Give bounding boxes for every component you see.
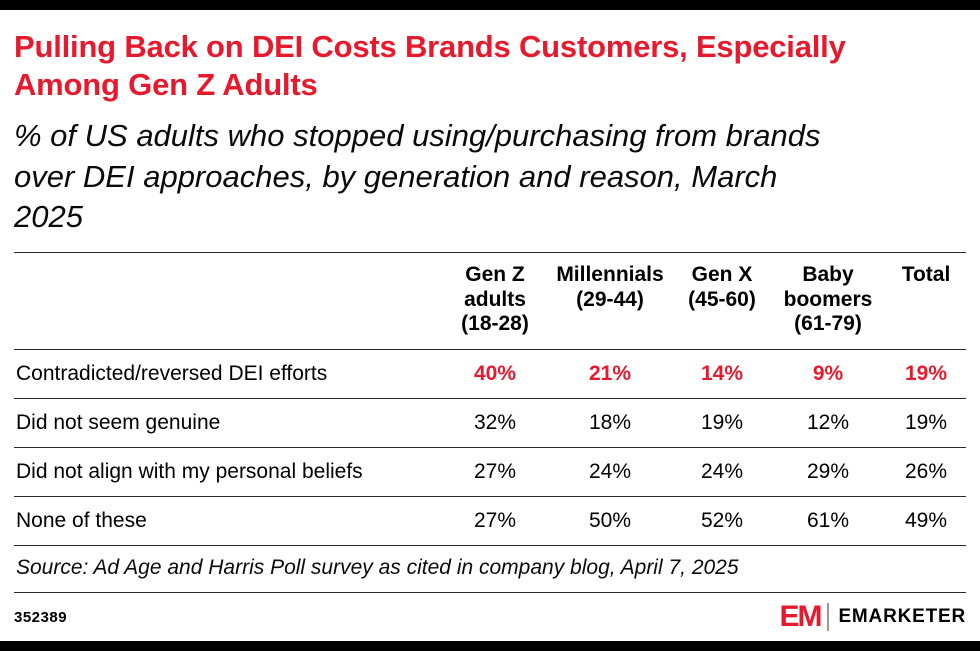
top-black-bar [0,0,980,10]
source-note: Source: Ad Age and Harris Poll survey as… [14,546,966,594]
cell-value: 21% [588,362,632,386]
cell-value: 61% [806,509,850,533]
cell-value: 50% [588,509,632,533]
row-label: Contradicted/reversed DEI efforts [16,362,328,386]
chart-id: 352389 [14,608,68,626]
row-label: Did not align with my personal beliefs [16,460,363,484]
emarketer-logo: EM EMARKETER [779,602,966,632]
chart-title: Pulling Back on DEI Costs Brands Custome… [14,29,846,102]
cell-value: 24% [588,460,632,484]
cell-value: 26% [904,460,948,484]
header-gen-x: Gen X (45-60) [688,263,756,311]
cell-value: 49% [904,509,948,533]
row-label: Did not seem genuine [16,411,221,435]
data-table: Gen Z adults (18-28) Millennials (29-44)… [14,252,966,546]
cell-value: 12% [806,411,850,435]
row-label: None of these [16,509,147,533]
cell-value: 19% [904,362,948,386]
chart-subtitle: % of US adults who stopped using/purchas… [14,117,821,235]
table-row-personal-beliefs: Did not align with my personal beliefs 2… [14,448,966,497]
cell-value: 27% [473,509,517,533]
bottom-black-bar [0,641,980,651]
table-row-not-genuine: Did not seem genuine 32% 18% 19% 12% 19% [14,399,966,448]
table-row-contradicted-reversed: Contradicted/reversed DEI efforts 40% 21… [14,350,966,399]
header-spacer [14,253,444,350]
table-header-row: Gen Z adults (18-28) Millennials (29-44)… [14,252,966,350]
cell-value: 40% [473,362,517,386]
cell-value: 14% [700,362,744,386]
header-baby-boomers: Baby boomers (61-79) [783,263,873,336]
header-millennials: Millennials (29-44) [556,263,664,311]
cell-value: 52% [700,509,744,533]
cell-value: 24% [700,460,744,484]
brand-name: EMARKETER [838,606,966,628]
header-total: Total [901,263,951,287]
logo-divider [827,603,830,632]
cell-value: 9% [812,362,844,386]
cell-value: 19% [904,411,948,435]
table-row-none-of-these: None of these 27% 50% 52% 61% 49% [14,497,966,546]
chart-content: Pulling Back on DEI Costs Brands Custome… [0,10,980,594]
cell-value: 32% [473,411,517,435]
cell-value: 18% [588,411,632,435]
em-logo-icon: EM [779,600,822,634]
cell-value: 19% [700,411,744,435]
footer: 352389 EM EMARKETER [0,593,980,641]
header-gen-z-adults: Gen Z adults (18-28) [461,263,529,336]
cell-value: 29% [806,460,850,484]
cell-value: 27% [473,460,517,484]
